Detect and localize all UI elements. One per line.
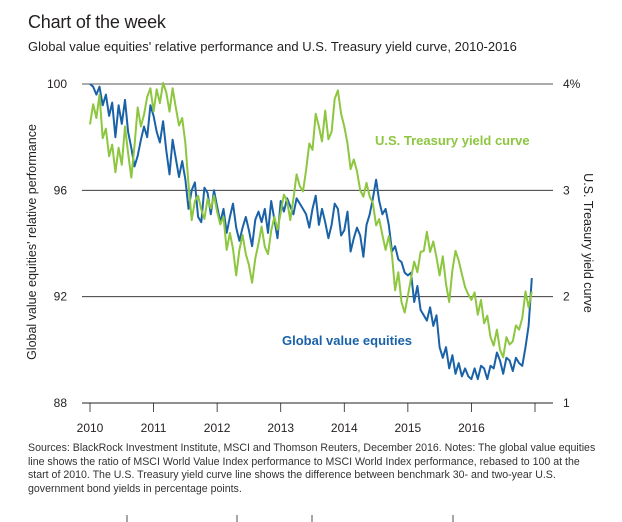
x-tick-label: 2015: [395, 421, 422, 435]
x-tick-label: 2010: [77, 421, 104, 435]
axes: 100 4% 96 3 92 2 88 1 2010 2011 2012 2013 2014 2015 20…: [47, 77, 581, 522]
y-tick-left: 92: [54, 290, 68, 304]
series-lines: [89, 81, 533, 381]
value-equities-label: Global value equities: [282, 333, 412, 348]
x-tick-label: 2016: [458, 421, 485, 435]
x-tick-label: 2014: [331, 421, 358, 435]
x-tick-label: 2013: [267, 421, 294, 435]
chart-subtitle: Global value equities' relative performa…: [28, 39, 517, 54]
x-tick-label: 2012: [204, 421, 231, 435]
chart-title: Chart of the week: [28, 12, 166, 32]
sources-note: Sources: BlackRock Investment Institute,…: [28, 442, 596, 495]
y-tick-right: 3: [563, 183, 570, 197]
y-tick-left: 100: [47, 77, 67, 91]
y-axis-left-label: Global value equities' relative performa…: [25, 124, 39, 360]
gridlines: [82, 83, 553, 404]
yield-curve-line: [89, 81, 533, 359]
y-tick-right: 2: [563, 290, 570, 304]
y-tick-left: 88: [54, 396, 68, 410]
value-equities-line: [89, 83, 533, 381]
y-tick-right: 4%: [563, 77, 581, 91]
y-axis-right-label: U.S. Treasury yield curve: [581, 173, 595, 313]
x-tick-label: 2011: [141, 421, 167, 435]
y-tick-left: 96: [54, 183, 68, 197]
yield-curve-label: U.S. Treasury yield curve: [375, 133, 530, 148]
annotations: U.S. Treasury yield curve Global value eq…: [282, 133, 530, 348]
y-tick-right: 1: [563, 396, 570, 410]
